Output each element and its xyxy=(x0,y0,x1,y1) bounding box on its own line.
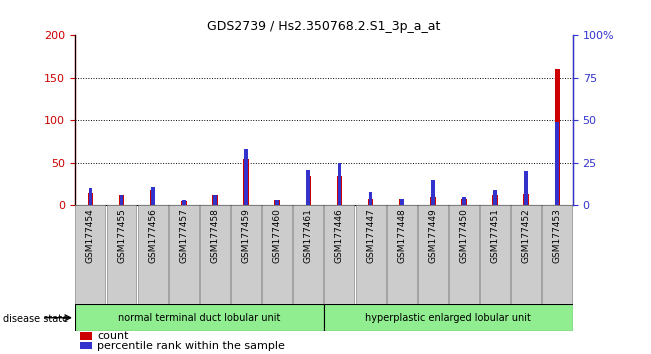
Bar xyxy=(324,205,354,304)
Bar xyxy=(555,69,560,205)
Bar xyxy=(275,200,279,205)
Bar xyxy=(431,180,435,205)
Bar xyxy=(138,205,167,304)
Text: GSM177455: GSM177455 xyxy=(117,208,126,263)
Bar xyxy=(151,187,154,205)
Bar xyxy=(89,188,92,205)
Text: GSM177446: GSM177446 xyxy=(335,208,344,263)
Bar xyxy=(449,205,479,304)
Title: GDS2739 / Hs2.350768.2.S1_3p_a_at: GDS2739 / Hs2.350768.2.S1_3p_a_at xyxy=(207,20,441,33)
Bar xyxy=(542,205,572,304)
Text: GSM177453: GSM177453 xyxy=(553,208,562,263)
Bar xyxy=(511,205,541,304)
Bar xyxy=(200,205,230,304)
Text: GSM177454: GSM177454 xyxy=(86,208,95,263)
Bar xyxy=(294,205,324,304)
Text: GSM177452: GSM177452 xyxy=(521,208,531,263)
Bar xyxy=(181,201,187,205)
Bar xyxy=(244,149,248,205)
Bar xyxy=(523,194,529,205)
Bar xyxy=(355,205,385,304)
Bar xyxy=(307,170,310,205)
Text: GSM177460: GSM177460 xyxy=(273,208,282,263)
Text: count: count xyxy=(97,331,129,341)
Text: normal terminal duct lobular unit: normal terminal duct lobular unit xyxy=(118,313,281,323)
Bar xyxy=(262,205,292,304)
Text: GSM177456: GSM177456 xyxy=(148,208,157,263)
Text: GSM177448: GSM177448 xyxy=(397,208,406,263)
Bar xyxy=(107,205,137,304)
Bar xyxy=(492,195,498,205)
Bar xyxy=(430,197,436,205)
Bar xyxy=(182,200,186,205)
Bar xyxy=(150,190,156,205)
Bar xyxy=(324,304,573,331)
Bar xyxy=(212,195,217,205)
Bar xyxy=(461,199,467,205)
Bar xyxy=(524,171,528,205)
Bar xyxy=(368,192,372,205)
Bar xyxy=(338,163,341,205)
Bar xyxy=(399,199,404,205)
Text: disease state: disease state xyxy=(3,314,68,324)
Bar xyxy=(400,199,404,205)
Bar xyxy=(88,193,93,205)
Text: hyperplastic enlarged lobular unit: hyperplastic enlarged lobular unit xyxy=(365,313,531,323)
Bar xyxy=(337,176,342,205)
Bar xyxy=(213,195,217,205)
Bar xyxy=(387,205,417,304)
Bar xyxy=(462,197,466,205)
Bar xyxy=(305,176,311,205)
Bar xyxy=(480,205,510,304)
Bar xyxy=(493,190,497,205)
Text: GSM177457: GSM177457 xyxy=(179,208,188,263)
Bar xyxy=(169,205,199,304)
Text: GSM177459: GSM177459 xyxy=(242,208,251,263)
Bar xyxy=(274,200,280,205)
Text: GSM177449: GSM177449 xyxy=(428,208,437,263)
Bar xyxy=(231,205,261,304)
Text: GSM177450: GSM177450 xyxy=(460,208,469,263)
Bar xyxy=(118,195,124,205)
Bar xyxy=(555,122,559,205)
Bar xyxy=(80,342,92,349)
Bar xyxy=(368,199,374,205)
Bar xyxy=(80,332,92,340)
Text: GSM177458: GSM177458 xyxy=(210,208,219,263)
Bar xyxy=(418,205,448,304)
Text: GSM177447: GSM177447 xyxy=(366,208,375,263)
Bar xyxy=(120,195,124,205)
Text: GSM177461: GSM177461 xyxy=(304,208,313,263)
Bar xyxy=(76,205,105,304)
Bar xyxy=(75,304,324,331)
Text: percentile rank within the sample: percentile rank within the sample xyxy=(97,341,285,351)
Bar xyxy=(243,159,249,205)
Text: GSM177451: GSM177451 xyxy=(491,208,499,263)
